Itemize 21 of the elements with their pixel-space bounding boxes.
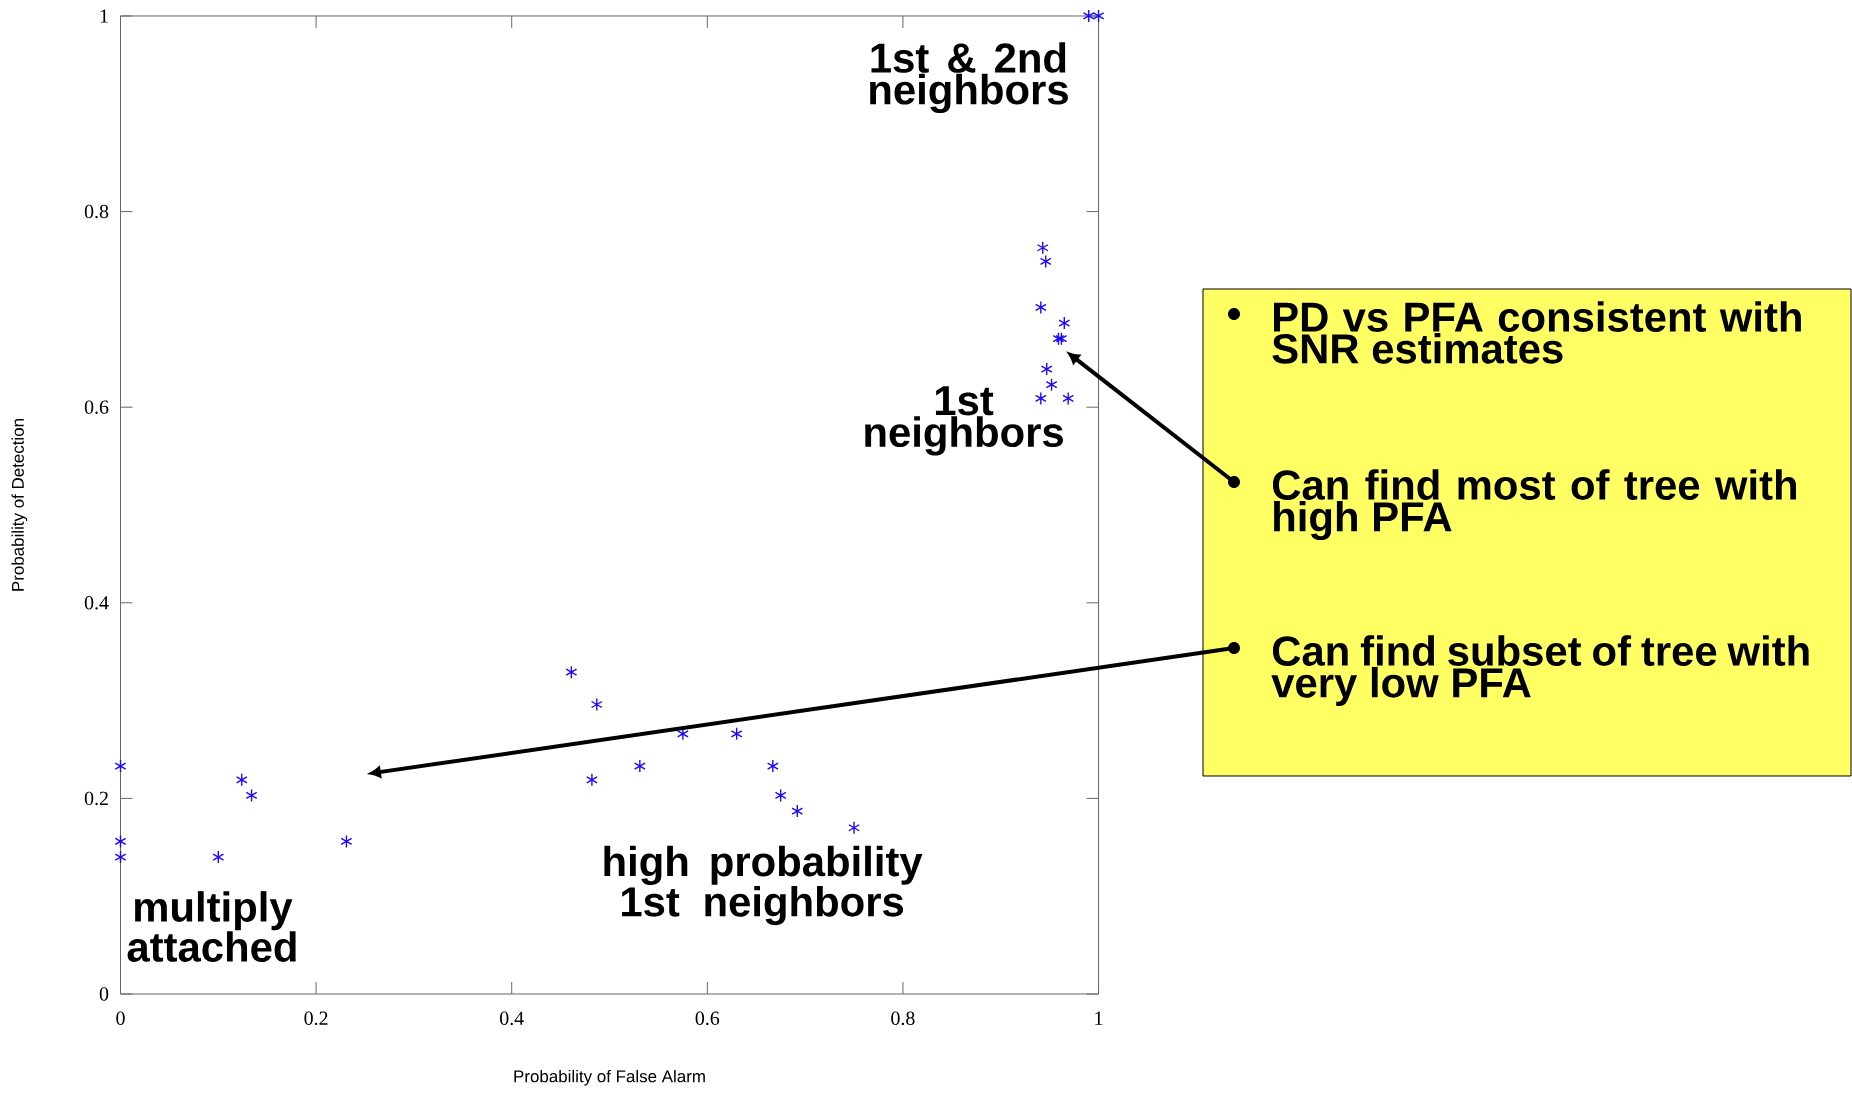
text: Can find most of tree with high PFA (1272, 469, 1797, 541)
annotation: high probability 1st neighbors (604, 845, 923, 926)
annotation: multiply attached (127, 891, 296, 962)
y-tick-label: 1 (100, 9, 108, 23)
x-tick-label: 0.6 (695, 1011, 720, 1026)
x-tick-label: 1 (1095, 1011, 1103, 1025)
x-tick-label: 0.8 (891, 1011, 915, 1026)
text: PD vs PFA consistent with SNR estimates (1272, 301, 1801, 364)
y-tick-label: 0.8 (84, 204, 109, 219)
x-tick-label: 0.2 (304, 1011, 328, 1026)
annotation: 1st neighbors (865, 386, 1063, 456)
y-tick-label: 0.2 (84, 791, 108, 806)
annotation: 1st & 2nd neighbors (870, 42, 1068, 114)
text: Can find subset of tree with very low PFA (1271, 635, 1809, 706)
y-tick-label: 0 (99, 987, 109, 1001)
y-tick-label: 0.6 (84, 400, 109, 414)
y-tick-label: 0.4 (84, 596, 109, 610)
y-axis-title: Probability of Detection (11, 419, 28, 591)
x-axis-title: Probability of False Alarm (514, 1069, 705, 1086)
x-tick-label: 0 (116, 1011, 125, 1025)
x-tick-label: 0.4 (500, 1011, 524, 1026)
